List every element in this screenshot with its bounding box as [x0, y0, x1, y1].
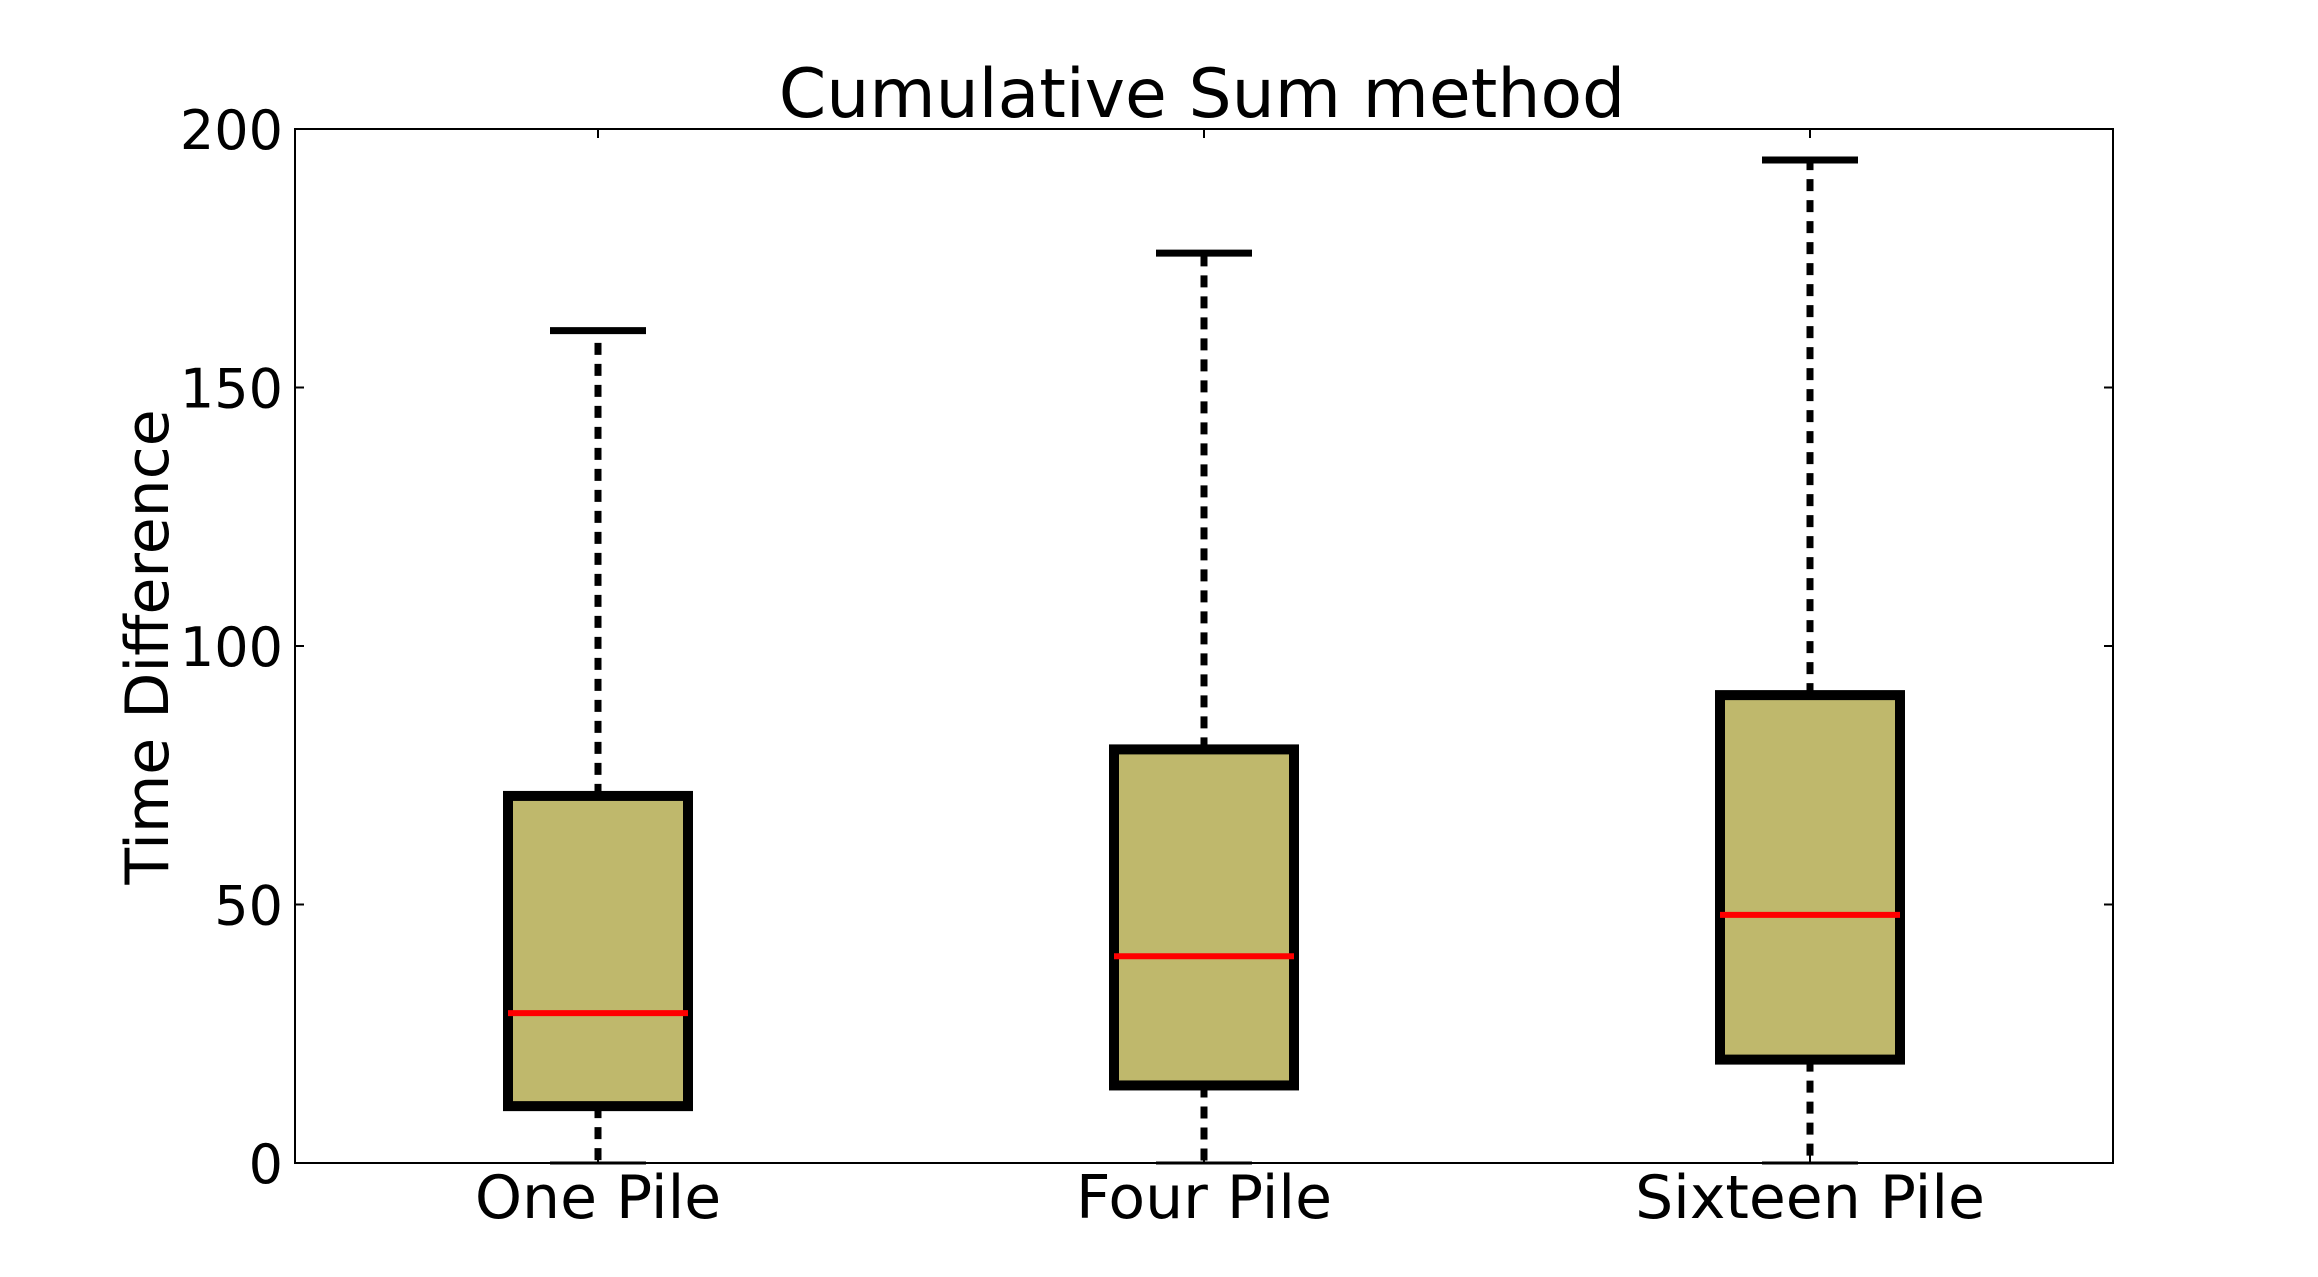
box-group	[1109, 249, 1299, 1165]
y-ticks: 0 50 100 150 200	[180, 99, 2113, 1196]
box-iqr	[1715, 690, 1905, 1065]
y-tick-label: 200	[180, 99, 283, 162]
x-tick-label: One Pile	[475, 1163, 721, 1233]
plot-frame	[294, 128, 2114, 1164]
y-tick-label: 100	[180, 616, 283, 679]
y-tick-label: 50	[214, 875, 283, 938]
x-tick-label: Sixteen Pile	[1635, 1163, 1985, 1233]
y-axis-label: Time Difference	[113, 409, 183, 885]
box-group	[503, 327, 693, 1165]
y-tick-label: 0	[249, 1133, 283, 1196]
box-group	[1715, 156, 1905, 1165]
x-tick-labels: One Pile Four Pile Sixteen Pile	[475, 1163, 1985, 1233]
box-iqr	[1109, 744, 1299, 1091]
box-iqr	[503, 790, 693, 1112]
x-tick-label: Four Pile	[1076, 1163, 1332, 1233]
y-tick-label: 150	[180, 358, 283, 421]
boxes	[503, 156, 1905, 1165]
chart-title: Cumulative Sum method	[779, 55, 1625, 134]
